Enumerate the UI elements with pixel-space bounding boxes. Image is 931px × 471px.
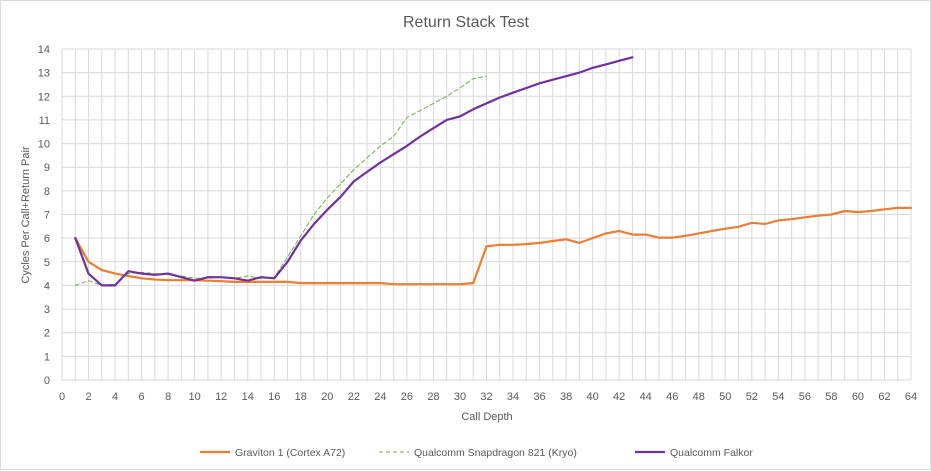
legend-label: Graviton 1 (Cortex A72) <box>235 447 345 459</box>
y-tick-label: 4 <box>44 280 50 292</box>
x-tick-label: 8 <box>165 391 171 403</box>
y-tick-label: 14 <box>38 44 50 56</box>
y-tick-label: 0 <box>44 375 50 387</box>
x-tick-label: 16 <box>268 391 280 403</box>
series-line-1 <box>74 206 913 286</box>
y-tick-label: 8 <box>44 186 50 198</box>
x-tick-label: 18 <box>295 391 307 403</box>
x-tick-label: 62 <box>878 391 890 403</box>
x-tick-label: 48 <box>693 391 705 403</box>
x-tick-label: 40 <box>587 391 599 403</box>
x-tick-label: 20 <box>321 391 333 403</box>
x-tick-label: 4 <box>112 391 118 403</box>
series-line-3 <box>74 56 634 287</box>
series-lines <box>74 56 913 287</box>
x-tick-label: 64 <box>905 391 917 403</box>
y-tick-label: 11 <box>39 115 50 127</box>
y-tick-label: 7 <box>44 210 50 222</box>
x-tick-label: 56 <box>799 391 811 403</box>
x-tick-label: 14 <box>242 391 254 403</box>
y-tick-label: 12 <box>38 91 50 103</box>
y-tick-label: 13 <box>38 68 50 80</box>
y-tick-label: 3 <box>44 304 50 316</box>
x-tick-label: 52 <box>746 391 758 403</box>
x-tick-label: 30 <box>454 391 466 403</box>
x-tick-label: 50 <box>719 391 731 403</box>
x-tick-label: 34 <box>507 391 519 403</box>
x-tick-label: 24 <box>374 391 386 403</box>
x-tick-label: 46 <box>666 391 678 403</box>
x-tick-label: 38 <box>560 391 572 403</box>
x-tick-label: 44 <box>640 391 652 403</box>
y-tick-label: 1 <box>44 351 50 363</box>
x-tick-label: 54 <box>772 391 784 403</box>
y-tick-label: 2 <box>44 328 50 340</box>
x-tick-label: 12 <box>215 391 227 403</box>
x-tick-label: 26 <box>401 391 413 403</box>
x-tick-label: 28 <box>427 391 439 403</box>
legend-label: Qualcomm Snapdragon 821 (Kryo) <box>414 447 577 459</box>
x-tick-label: 32 <box>480 391 492 403</box>
x-tick-label: 22 <box>348 391 360 403</box>
y-axis-title: Cycles Per Call+Return Pair <box>20 146 32 284</box>
x-tick-label: 10 <box>189 391 201 403</box>
x-tick-label: 0 <box>59 391 65 403</box>
x-tick-label: 58 <box>825 391 837 403</box>
legend: Graviton 1 (Cortex A72) Qualcomm Snapdrag… <box>200 447 753 459</box>
y-tick-label: 10 <box>38 139 50 151</box>
legend-label: Qualcomm Falkor <box>670 447 753 459</box>
series-line-2 <box>74 75 487 286</box>
x-tick-label: 60 <box>852 391 864 403</box>
x-tick-label: 42 <box>613 391 625 403</box>
gridlines <box>61 48 912 381</box>
y-tick-label: 5 <box>44 257 50 269</box>
x-axis-ticks: 0 2 4 6 8 10 12 14 16 18 20 22 24 26 28 30 32 34 36 38 40 42 4… <box>59 391 917 403</box>
y-tick-label: 9 <box>44 162 50 174</box>
y-tick-label: 6 <box>44 233 50 245</box>
x-tick-label: 6 <box>139 391 145 403</box>
x-axis-title: Call Depth <box>461 411 512 423</box>
chart-title: Return Stack Test <box>403 14 530 31</box>
x-tick-label: 36 <box>533 391 545 403</box>
x-tick-label: 2 <box>85 391 91 403</box>
